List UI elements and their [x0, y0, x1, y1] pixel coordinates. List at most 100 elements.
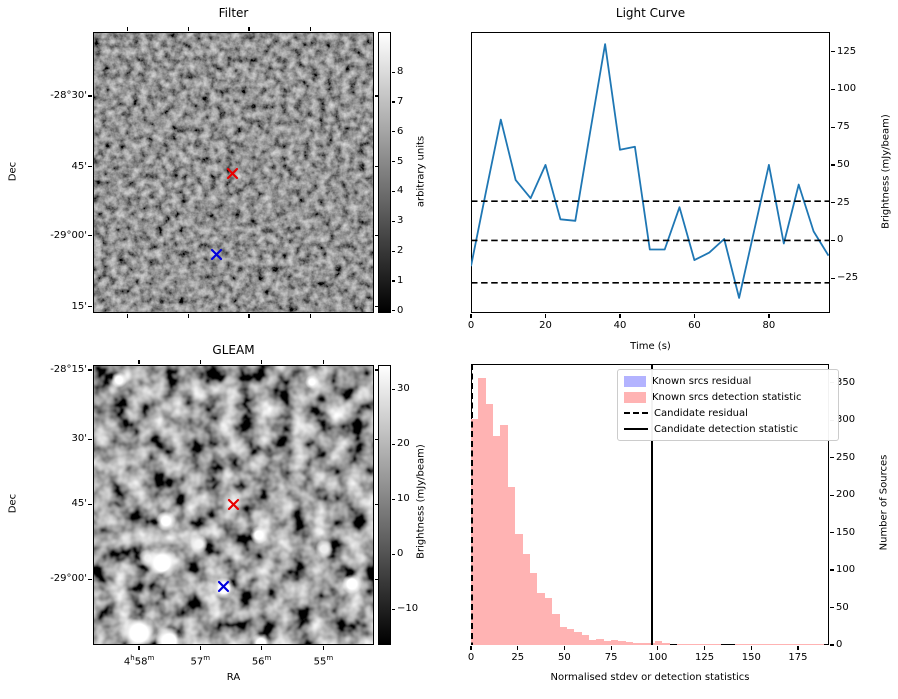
light-curve-ylabel: Brightness (mJy/beam): [880, 114, 892, 229]
tick-mark: [392, 101, 395, 103]
tick-label: 4: [397, 185, 404, 197]
tick-mark: [88, 165, 92, 168]
legend-solid-line-sample: [624, 428, 648, 430]
histogram-bar: [617, 641, 626, 645]
histogram-bar: [500, 424, 509, 645]
legend-item-candidate-detection: Candidate detection statistic: [624, 422, 832, 436]
tick-mark: [392, 310, 395, 312]
tick-mark: [392, 280, 395, 282]
tick-label: 0: [397, 304, 404, 316]
candidate-cross: [228, 498, 240, 510]
histogram-bar: [698, 643, 707, 645]
tick-mark: [831, 202, 835, 204]
tick-mark: [830, 494, 834, 496]
tick-label: 2: [397, 245, 404, 257]
histogram-bar: [742, 644, 751, 645]
histogram-bar: [661, 642, 670, 645]
histogram-bar: [808, 644, 817, 645]
tick-mark: [470, 314, 472, 318]
tick-mark: [88, 578, 92, 580]
filter-colorbar: [378, 32, 391, 313]
histogram-bar: [713, 644, 722, 645]
tick-label: 1: [397, 274, 404, 286]
tick-mark: [563, 646, 565, 650]
tick-mark: [375, 503, 379, 506]
tick-label: 75: [604, 652, 618, 663]
tick-mark: [750, 646, 752, 650]
histogram-bar: [654, 641, 663, 645]
histogram-bar: [478, 378, 487, 645]
tick-label: 30': [71, 433, 87, 445]
gleam-xlabel: RA: [226, 672, 241, 683]
tick-mark: [375, 369, 379, 371]
histogram-bar: [493, 435, 501, 645]
histogram-bar: [595, 639, 604, 645]
tick-label: 25: [511, 652, 525, 663]
tick-label: 6: [397, 125, 404, 137]
tick-mark: [797, 646, 799, 650]
legend-item-known-detection: Known srcs detection statistic: [624, 390, 832, 404]
legend-label: Known srcs detection statistic: [652, 391, 802, 403]
tick-mark: [830, 606, 834, 609]
tick-label: 3: [397, 215, 404, 227]
tick-mark: [693, 314, 696, 318]
tick-label: 0: [837, 234, 844, 246]
tick-label: 15': [71, 300, 87, 312]
tick-mark: [392, 608, 395, 611]
tick-mark: [831, 277, 835, 279]
tick-label: 50: [836, 601, 849, 613]
tick-mark: [309, 27, 311, 31]
gleam-title: GLEAM: [212, 343, 255, 357]
tick-mark: [392, 220, 395, 222]
tick-mark: [392, 71, 395, 73]
tick-label: 30: [397, 383, 410, 395]
histogram-ylabel: Number of Sources: [878, 454, 890, 551]
tick-mark: [199, 646, 201, 650]
legend-label: Known srcs residual: [652, 375, 752, 387]
histogram-bar: [551, 614, 560, 645]
histogram-bar: [639, 642, 648, 645]
tick-mark: [187, 27, 189, 31]
tick-mark: [126, 27, 129, 31]
tick-mark: [831, 239, 835, 242]
histogram-xlabel: Normalised stdev or detection statistics: [550, 672, 750, 683]
histogram-bar: [735, 644, 744, 645]
tick-mark: [88, 369, 92, 371]
tick-mark: [138, 646, 140, 650]
histogram-bar: [801, 643, 810, 645]
tick-mark: [830, 532, 834, 534]
histogram-bar: [573, 632, 582, 645]
tick-label: 300: [836, 414, 856, 426]
tick-mark: [248, 314, 250, 318]
tick-label: 20: [397, 438, 410, 450]
histogram-legend: Known srcs residual Known srcs detection…: [617, 369, 839, 441]
histogram-bar: [603, 641, 611, 645]
tick-label: 40: [613, 320, 627, 331]
histogram-bar: [786, 644, 795, 645]
histogram-bar: [559, 627, 567, 645]
histogram-bar: [647, 642, 655, 645]
tick-label: 150: [836, 526, 856, 538]
tick-label: 75: [837, 121, 850, 133]
filter-colorbar-gradient: [379, 33, 390, 312]
histogram-bar: [676, 644, 685, 645]
tick-mark: [657, 646, 659, 650]
tick-label: 25: [837, 196, 850, 208]
candidate-residual-line: [471, 364, 473, 645]
histogram-bar: [566, 628, 575, 645]
tick-label: −25: [837, 272, 859, 284]
light-curve-line: [471, 43, 830, 299]
tick-label: 0: [467, 652, 475, 663]
tick-label: 7: [397, 95, 404, 107]
tick-label: 45': [71, 160, 87, 172]
tick-label: 350: [836, 376, 856, 388]
tick-label: 5: [397, 155, 404, 167]
tick-label: 250: [836, 451, 856, 463]
histogram-bar: [537, 593, 545, 645]
histogram-bar: [632, 642, 641, 645]
tick-label: -28°15': [50, 364, 87, 376]
histogram-bar: [529, 573, 538, 645]
tick-mark: [392, 388, 395, 390]
tick-mark: [187, 314, 189, 318]
tick-label: 50: [558, 652, 571, 663]
